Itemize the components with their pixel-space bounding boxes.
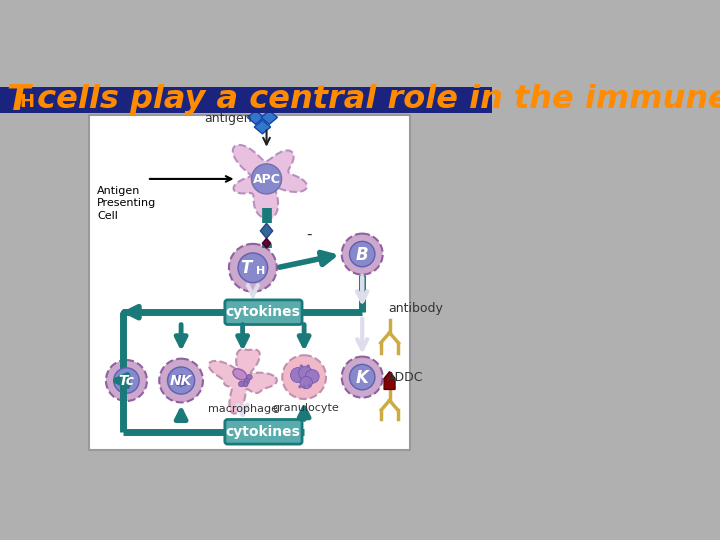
Polygon shape (254, 120, 271, 134)
Text: -: - (306, 227, 312, 242)
Circle shape (244, 379, 249, 384)
Circle shape (168, 367, 194, 394)
Polygon shape (261, 111, 277, 124)
Text: antigen: antigen (204, 112, 251, 125)
Polygon shape (261, 224, 273, 238)
Ellipse shape (233, 369, 247, 380)
Circle shape (342, 356, 383, 397)
Text: cytokines: cytokines (225, 425, 300, 439)
Circle shape (238, 253, 268, 282)
Text: macrophage: macrophage (207, 404, 278, 415)
Circle shape (179, 375, 183, 378)
FancyBboxPatch shape (89, 116, 410, 450)
Circle shape (177, 379, 181, 382)
Text: NK: NK (170, 374, 192, 388)
Circle shape (299, 366, 312, 380)
Text: T: T (240, 259, 251, 278)
Circle shape (305, 369, 319, 383)
Circle shape (184, 379, 187, 382)
Text: Antigen
Presenting
Cell: Antigen Presenting Cell (97, 186, 156, 220)
Text: K: K (356, 369, 369, 387)
Circle shape (106, 360, 147, 401)
Text: T: T (6, 83, 30, 117)
Circle shape (183, 375, 186, 379)
Circle shape (175, 379, 179, 382)
Circle shape (179, 383, 183, 387)
Text: granulocyte: granulocyte (272, 403, 339, 413)
Circle shape (176, 375, 179, 379)
Text: H: H (256, 266, 265, 276)
Circle shape (114, 368, 139, 393)
Polygon shape (384, 372, 395, 389)
Circle shape (307, 364, 310, 368)
Circle shape (181, 379, 185, 382)
Circle shape (282, 355, 326, 399)
Text: cells play a central role in the immune sy: cells play a central role in the immune … (26, 84, 720, 115)
Circle shape (183, 382, 186, 386)
Text: APC: APC (253, 173, 281, 186)
Circle shape (243, 381, 248, 387)
Text: Tc: Tc (118, 374, 135, 388)
FancyBboxPatch shape (225, 300, 302, 325)
Circle shape (159, 359, 203, 402)
Circle shape (349, 241, 375, 267)
FancyBboxPatch shape (0, 86, 492, 113)
Circle shape (290, 368, 305, 382)
Polygon shape (262, 238, 271, 248)
Text: H: H (20, 93, 35, 111)
Text: cytokines: cytokines (225, 305, 300, 319)
Circle shape (179, 381, 183, 384)
Circle shape (176, 382, 179, 386)
Circle shape (247, 374, 252, 380)
Circle shape (302, 385, 306, 388)
Text: B: B (356, 246, 369, 264)
Circle shape (300, 364, 303, 368)
Text: antibody: antibody (388, 302, 443, 315)
Circle shape (342, 234, 383, 275)
Text: ADDC: ADDC (387, 370, 423, 383)
Circle shape (229, 244, 276, 292)
Circle shape (300, 376, 312, 389)
Circle shape (179, 376, 183, 380)
Polygon shape (209, 349, 276, 414)
Circle shape (298, 385, 302, 388)
Circle shape (251, 164, 282, 194)
Circle shape (349, 364, 375, 390)
Polygon shape (248, 111, 264, 124)
Polygon shape (233, 145, 307, 219)
Circle shape (308, 383, 311, 387)
Circle shape (238, 381, 244, 387)
FancyBboxPatch shape (225, 420, 302, 444)
